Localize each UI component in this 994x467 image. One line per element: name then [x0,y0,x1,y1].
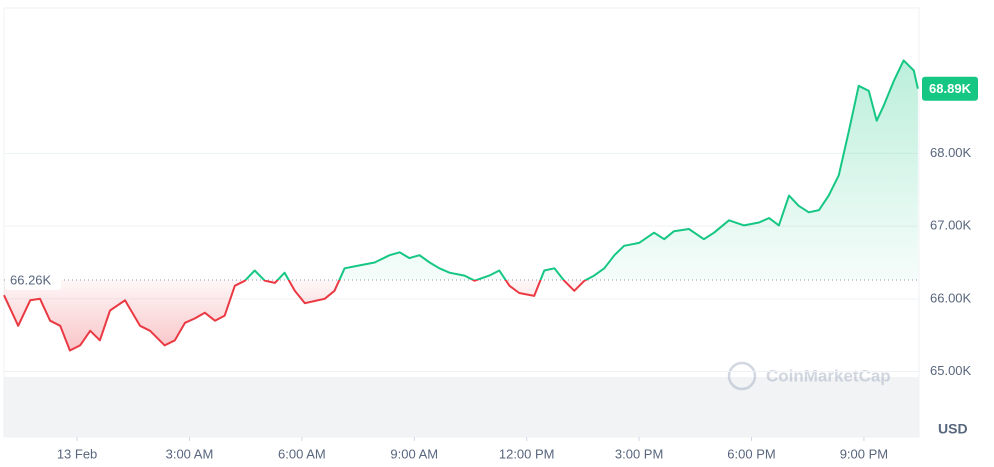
x-tick-label: 6:00 AM [278,446,326,461]
x-tick-label: 9:00 PM [840,446,888,461]
y-unit: USD [938,421,968,437]
x-tick-label: 6:00 PM [727,446,775,461]
watermark-logo [727,361,757,391]
x-tick-label: 3:00 PM [615,446,663,461]
last-price-tag [922,76,978,101]
reference-label-box [5,269,61,290]
y-tick-label: 65.00K [930,363,972,378]
y-tick-label: 68.00K [930,145,972,160]
x-tick-label: 13 Feb [57,446,97,461]
watermark-text: CoinMarketCap [766,366,891,385]
reference-label: 66.26K [10,272,52,287]
x-tick-label: 9:00 AM [390,446,438,461]
price-area [4,60,918,351]
x-tick-label: 12:00 PM [499,446,555,461]
y-tick-label: 66.00K [930,290,972,305]
y-tick-label: 67.00K [930,218,972,233]
price-line [3,59,919,352]
volume-band [4,377,919,437]
last-price-label: 68.89K [929,81,972,96]
x-tick-label: 3:00 AM [166,446,214,461]
